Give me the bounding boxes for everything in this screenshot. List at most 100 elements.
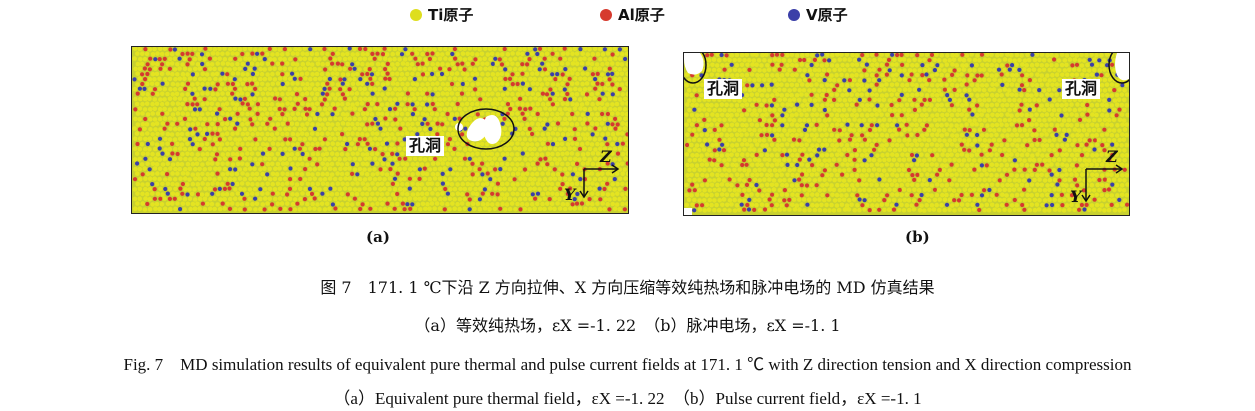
atom	[297, 87, 303, 92]
atom	[555, 82, 560, 87]
atom	[829, 83, 834, 88]
atom	[867, 107, 872, 113]
atom	[162, 97, 167, 102]
atom	[747, 147, 753, 152]
atom	[294, 182, 300, 187]
atom	[752, 67, 757, 73]
atom	[719, 112, 725, 118]
atom	[610, 102, 615, 107]
atom	[345, 91, 350, 97]
atom	[982, 97, 987, 103]
atom	[365, 132, 370, 137]
atom	[259, 131, 265, 137]
atom	[405, 121, 411, 127]
atom	[288, 166, 293, 171]
atom	[1102, 137, 1107, 143]
atom	[143, 156, 148, 161]
atom	[533, 96, 538, 101]
atom	[229, 62, 235, 67]
atom	[884, 82, 889, 87]
atom	[292, 207, 298, 212]
atom	[432, 56, 437, 62]
atom	[154, 61, 160, 67]
atom	[578, 47, 583, 52]
atom	[352, 47, 357, 52]
atom	[467, 56, 473, 61]
atom	[175, 121, 180, 126]
atom	[949, 103, 954, 108]
atom	[944, 142, 950, 147]
atom	[807, 67, 813, 73]
atom	[829, 112, 835, 118]
atom	[495, 52, 500, 57]
atom	[315, 61, 321, 67]
atom	[692, 77, 698, 83]
atom	[855, 132, 860, 137]
atom	[427, 197, 433, 202]
atom	[1112, 107, 1117, 113]
atom	[505, 61, 510, 66]
atom	[1019, 53, 1024, 58]
atom	[732, 67, 738, 73]
atom	[757, 127, 763, 133]
atom	[592, 56, 597, 61]
atom	[242, 207, 247, 212]
atom	[317, 207, 322, 212]
atom	[990, 112, 995, 118]
atom	[359, 171, 365, 176]
atom	[731, 108, 737, 113]
atom	[430, 51, 435, 56]
atom	[822, 127, 827, 133]
hole-shape	[483, 115, 502, 144]
atom	[142, 126, 147, 132]
atom	[1029, 142, 1035, 148]
atom	[702, 128, 707, 133]
atom	[520, 71, 525, 76]
atom	[779, 93, 785, 98]
axis-indicator	[579, 164, 620, 199]
atom	[167, 157, 173, 162]
atom	[437, 107, 443, 112]
atom	[867, 97, 872, 102]
atom	[802, 127, 808, 132]
atom	[197, 206, 202, 211]
atom	[827, 98, 832, 103]
atom	[500, 181, 505, 187]
atom	[470, 152, 475, 157]
atom	[237, 47, 243, 52]
atom	[498, 86, 503, 92]
atom	[405, 51, 411, 56]
atom	[567, 196, 572, 202]
atom	[1120, 132, 1125, 137]
atom	[777, 107, 783, 113]
atom	[245, 82, 250, 87]
atom	[315, 82, 320, 87]
atom	[453, 56, 458, 61]
atom	[505, 102, 511, 107]
atom	[866, 77, 872, 83]
atom	[944, 82, 949, 88]
atom	[961, 67, 967, 72]
atom	[1120, 83, 1125, 88]
atom	[605, 72, 611, 77]
atom	[545, 151, 551, 157]
atom	[1106, 117, 1112, 123]
atom	[565, 161, 570, 167]
atom	[448, 187, 453, 192]
atom	[163, 186, 168, 192]
atom	[902, 107, 907, 113]
atom	[862, 98, 867, 103]
atom	[1100, 122, 1105, 127]
atom	[850, 62, 855, 68]
atom	[208, 106, 213, 112]
atom	[872, 107, 878, 113]
atom	[1061, 118, 1067, 123]
atom	[760, 113, 765, 118]
atom	[867, 117, 873, 123]
atom	[935, 103, 940, 108]
atom	[555, 171, 561, 177]
atom	[954, 83, 960, 88]
atom	[920, 63, 925, 68]
atom	[399, 71, 405, 77]
atom	[248, 176, 253, 182]
